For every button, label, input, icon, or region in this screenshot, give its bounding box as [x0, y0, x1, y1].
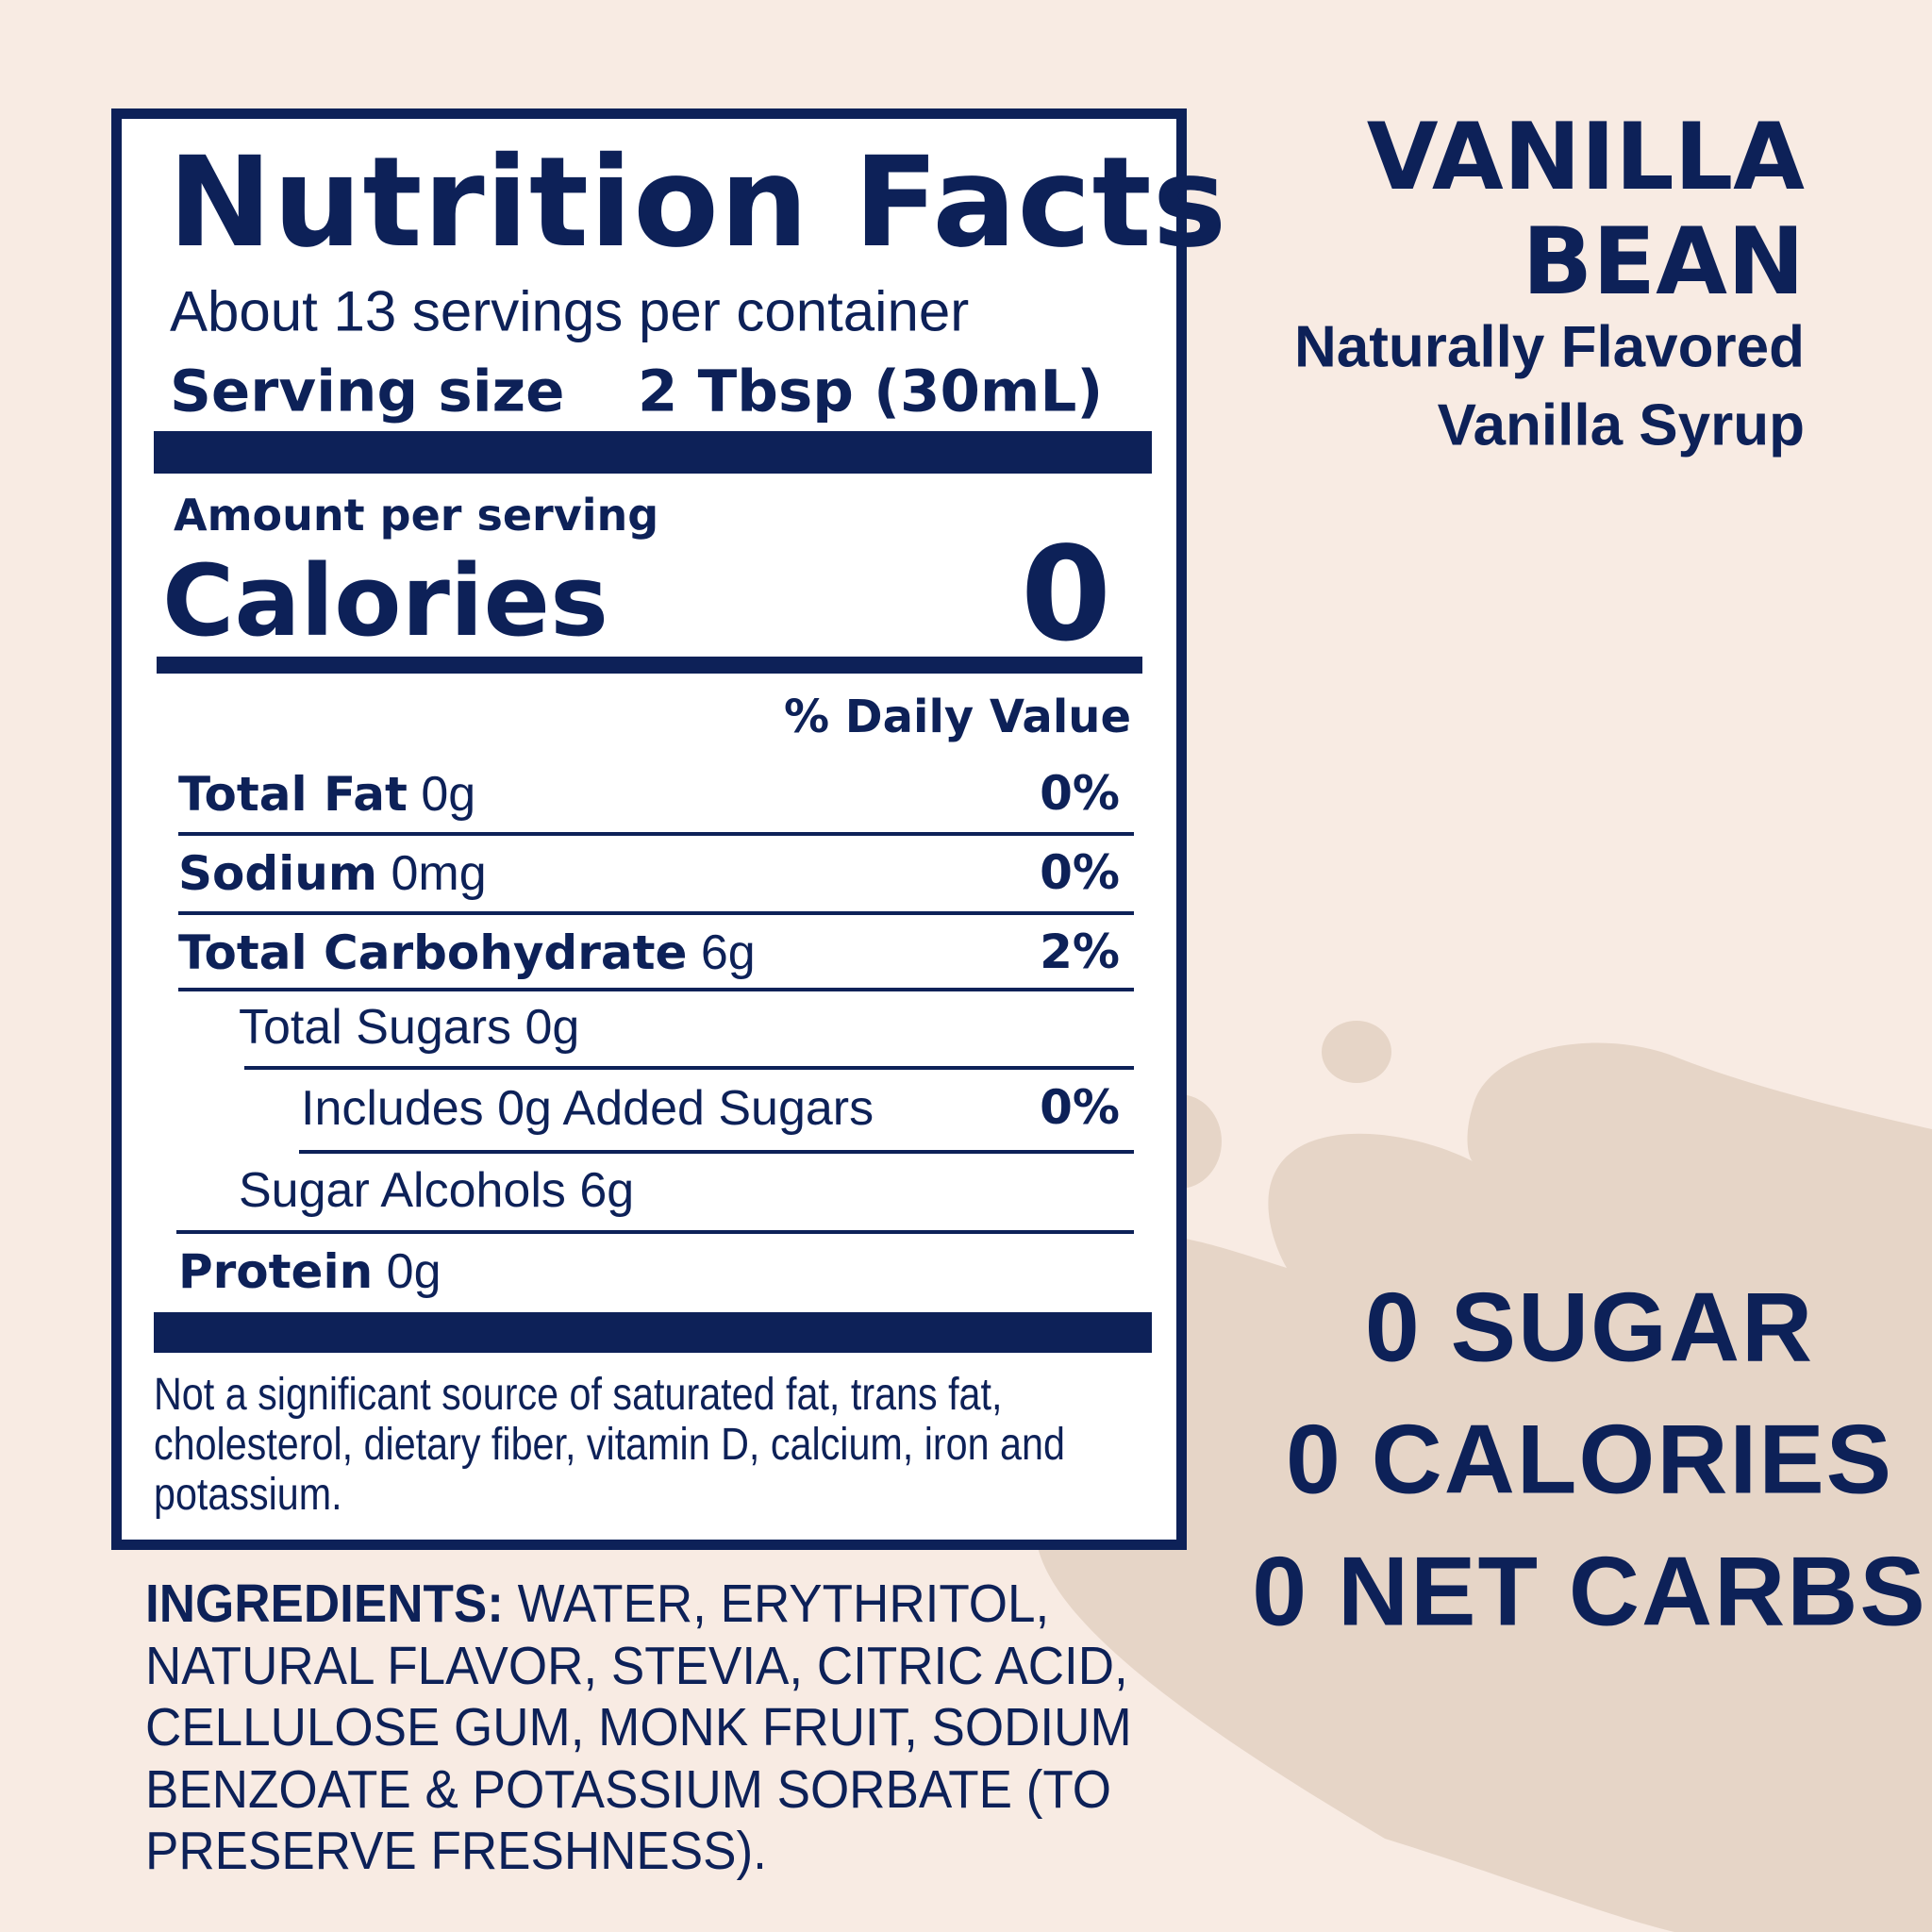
claim-net-carbs: 0 NET CARBS	[1252, 1537, 1927, 1647]
footnote-line: potassium.	[154, 1470, 342, 1520]
splash-droplet	[1322, 1021, 1391, 1083]
nutrient-text: Includes 0g Added Sugars	[301, 1081, 874, 1136]
daily-value: 0%	[1040, 766, 1120, 821]
daily-value: 0%	[1040, 1080, 1120, 1135]
calories-value: 0	[1020, 518, 1111, 671]
footnote: Not a significant source of saturated fa…	[154, 1370, 1065, 1520]
daily-value: 0%	[1040, 845, 1120, 900]
serving-size-value: 2 Tbsp (30mL)	[638, 358, 1104, 425]
row-total-sugars: Total Sugars 0g	[239, 1000, 580, 1055]
nutrient-amount: 0g	[421, 767, 476, 822]
row-total-carbohydrate: Total Carbohydrate 6g 2%	[178, 924, 1120, 981]
row-sodium: Sodium 0mg 0%	[178, 845, 1120, 902]
calories-label: Calories	[162, 543, 608, 658]
product-description-line2: Vanilla Syrup	[1437, 392, 1805, 458]
row-divider	[299, 1150, 1134, 1154]
row-protein: Protein 0g	[178, 1243, 441, 1300]
splash-blob	[1038, 1042, 1932, 1932]
ingredients-line: PRESERVE FRESHNESS).	[145, 1821, 767, 1881]
nutrient-name: Sodium	[178, 846, 377, 901]
medium-divider	[157, 657, 1142, 674]
daily-value-header: % Daily Value	[783, 691, 1131, 743]
ingredients-line: WATER, ERYTHRITOL,	[503, 1574, 1050, 1634]
row-divider	[178, 911, 1134, 915]
ingredients-line: NATURAL FLAVOR, STEVIA, CITRIC ACID,	[145, 1635, 1128, 1696]
servings-per-container: About 13 servings per container	[170, 279, 970, 343]
nutrition-facts-panel: Nutrition Facts About 13 servings per co…	[111, 108, 1226, 1550]
nutrient-name: Protein	[178, 1244, 374, 1299]
nutrient-amount: 0mg	[391, 846, 487, 901]
nutrient-amount: 6g	[700, 925, 756, 980]
claim-sugar: 0 SUGAR	[1364, 1273, 1815, 1383]
row-divider	[178, 832, 1134, 836]
nutrient-amount: 0g	[386, 1244, 441, 1299]
ingredients-line: CELLULOSE GUM, MONK FRUIT, SODIUM	[145, 1697, 1132, 1757]
row-divider	[178, 988, 1134, 991]
thick-divider	[154, 1312, 1152, 1353]
nutrient-name: Total Fat	[178, 767, 408, 822]
product-name-line2: BEAN	[1522, 208, 1805, 316]
ingredients-label: INGREDIENTS:	[145, 1574, 504, 1634]
footnote-line: Not a significant source of saturated fa…	[154, 1370, 1003, 1420]
row-added-sugars: Includes 0g Added Sugars 0%	[301, 1080, 1120, 1137]
row-divider	[244, 1066, 1134, 1070]
claim-calories: 0 CALORIES	[1285, 1405, 1894, 1515]
amount-per-serving: Amount per serving	[174, 490, 659, 541]
row-sugar-alcohols: Sugar Alcohols 6g	[239, 1163, 635, 1218]
row-divider	[176, 1230, 1134, 1234]
daily-value: 2%	[1040, 924, 1120, 979]
ingredients-list: INGREDIENTS: WATER, ERYTHRITOL, NATURAL …	[145, 1574, 1132, 1883]
row-total-fat: Total Fat 0g 0%	[178, 766, 1120, 823]
serving-size-label: Serving size	[170, 358, 565, 425]
footnote-line: cholesterol, dietary fiber, vitamin D, c…	[154, 1420, 1065, 1470]
product-name-line1: VANILLA	[1366, 104, 1805, 211]
panel-title: Nutrition Facts	[168, 130, 1228, 275]
nutrient-name: Total Carbohydrate	[178, 925, 688, 980]
product-description-line1: Naturally Flavored	[1294, 314, 1805, 380]
ingredients-line: BENZOATE & POTASSIUM SORBATE (TO	[145, 1758, 1112, 1820]
thick-divider	[154, 431, 1152, 474]
